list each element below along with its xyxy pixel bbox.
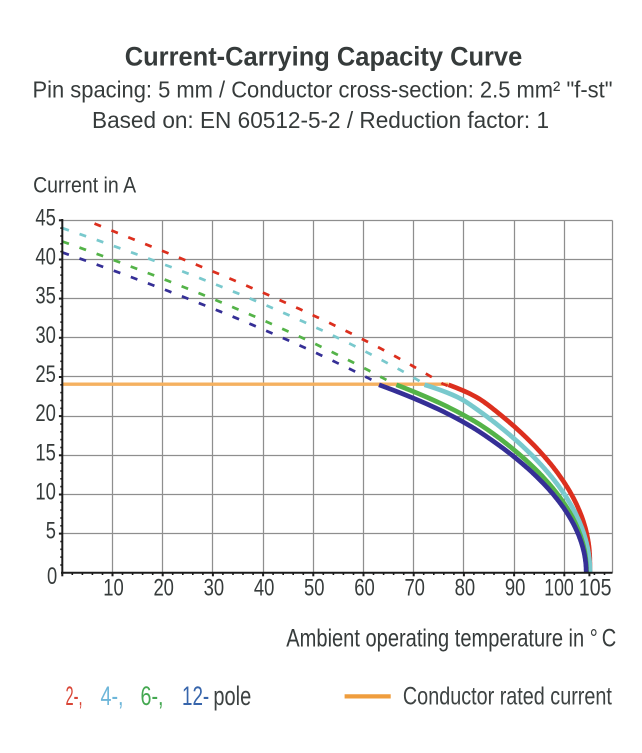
svg-text:80: 80 xyxy=(455,574,476,601)
svg-text:4-,: 4-, xyxy=(101,681,124,711)
svg-text:Ambient operating temperature: Ambient operating temperature in ° C xyxy=(286,625,616,653)
svg-text:5: 5 xyxy=(46,518,56,545)
svg-text:Based on: EN 60512-5-2 / Reduc: Based on: EN 60512-5-2 / Reduction facto… xyxy=(92,107,549,133)
svg-text:35: 35 xyxy=(35,283,56,310)
svg-text:40: 40 xyxy=(35,243,56,270)
svg-text:15: 15 xyxy=(35,439,56,466)
svg-text:12-: 12- xyxy=(182,681,209,711)
svg-text:90: 90 xyxy=(505,574,526,601)
svg-text:pole: pole xyxy=(213,681,251,711)
svg-text:20: 20 xyxy=(35,400,56,427)
svg-text:60: 60 xyxy=(354,574,375,601)
svg-text:10: 10 xyxy=(103,574,124,601)
svg-text:45: 45 xyxy=(35,204,56,231)
svg-text:50: 50 xyxy=(304,574,325,601)
svg-text:0: 0 xyxy=(47,563,57,590)
svg-text:Current-Carrying Capacity Curv: Current-Carrying Capacity Curve xyxy=(125,42,523,72)
svg-text:Current in A: Current in A xyxy=(33,173,136,198)
svg-text:30: 30 xyxy=(204,574,225,601)
svg-text:40: 40 xyxy=(254,574,275,601)
svg-text:105: 105 xyxy=(579,574,612,601)
svg-text:Pin spacing: 5 mm / Conductor: Pin spacing: 5 mm / Conductor cross-sect… xyxy=(33,76,613,102)
svg-text:Conductor rated current: Conductor rated current xyxy=(403,682,612,710)
svg-text:25: 25 xyxy=(35,361,56,388)
svg-text:100: 100 xyxy=(544,574,574,601)
svg-text:2-,: 2-, xyxy=(66,681,83,711)
svg-text:30: 30 xyxy=(35,322,56,349)
svg-text:20: 20 xyxy=(153,574,174,601)
svg-text:10: 10 xyxy=(35,478,56,505)
svg-text:70: 70 xyxy=(404,574,425,601)
svg-text:6-,: 6-, xyxy=(141,681,164,711)
